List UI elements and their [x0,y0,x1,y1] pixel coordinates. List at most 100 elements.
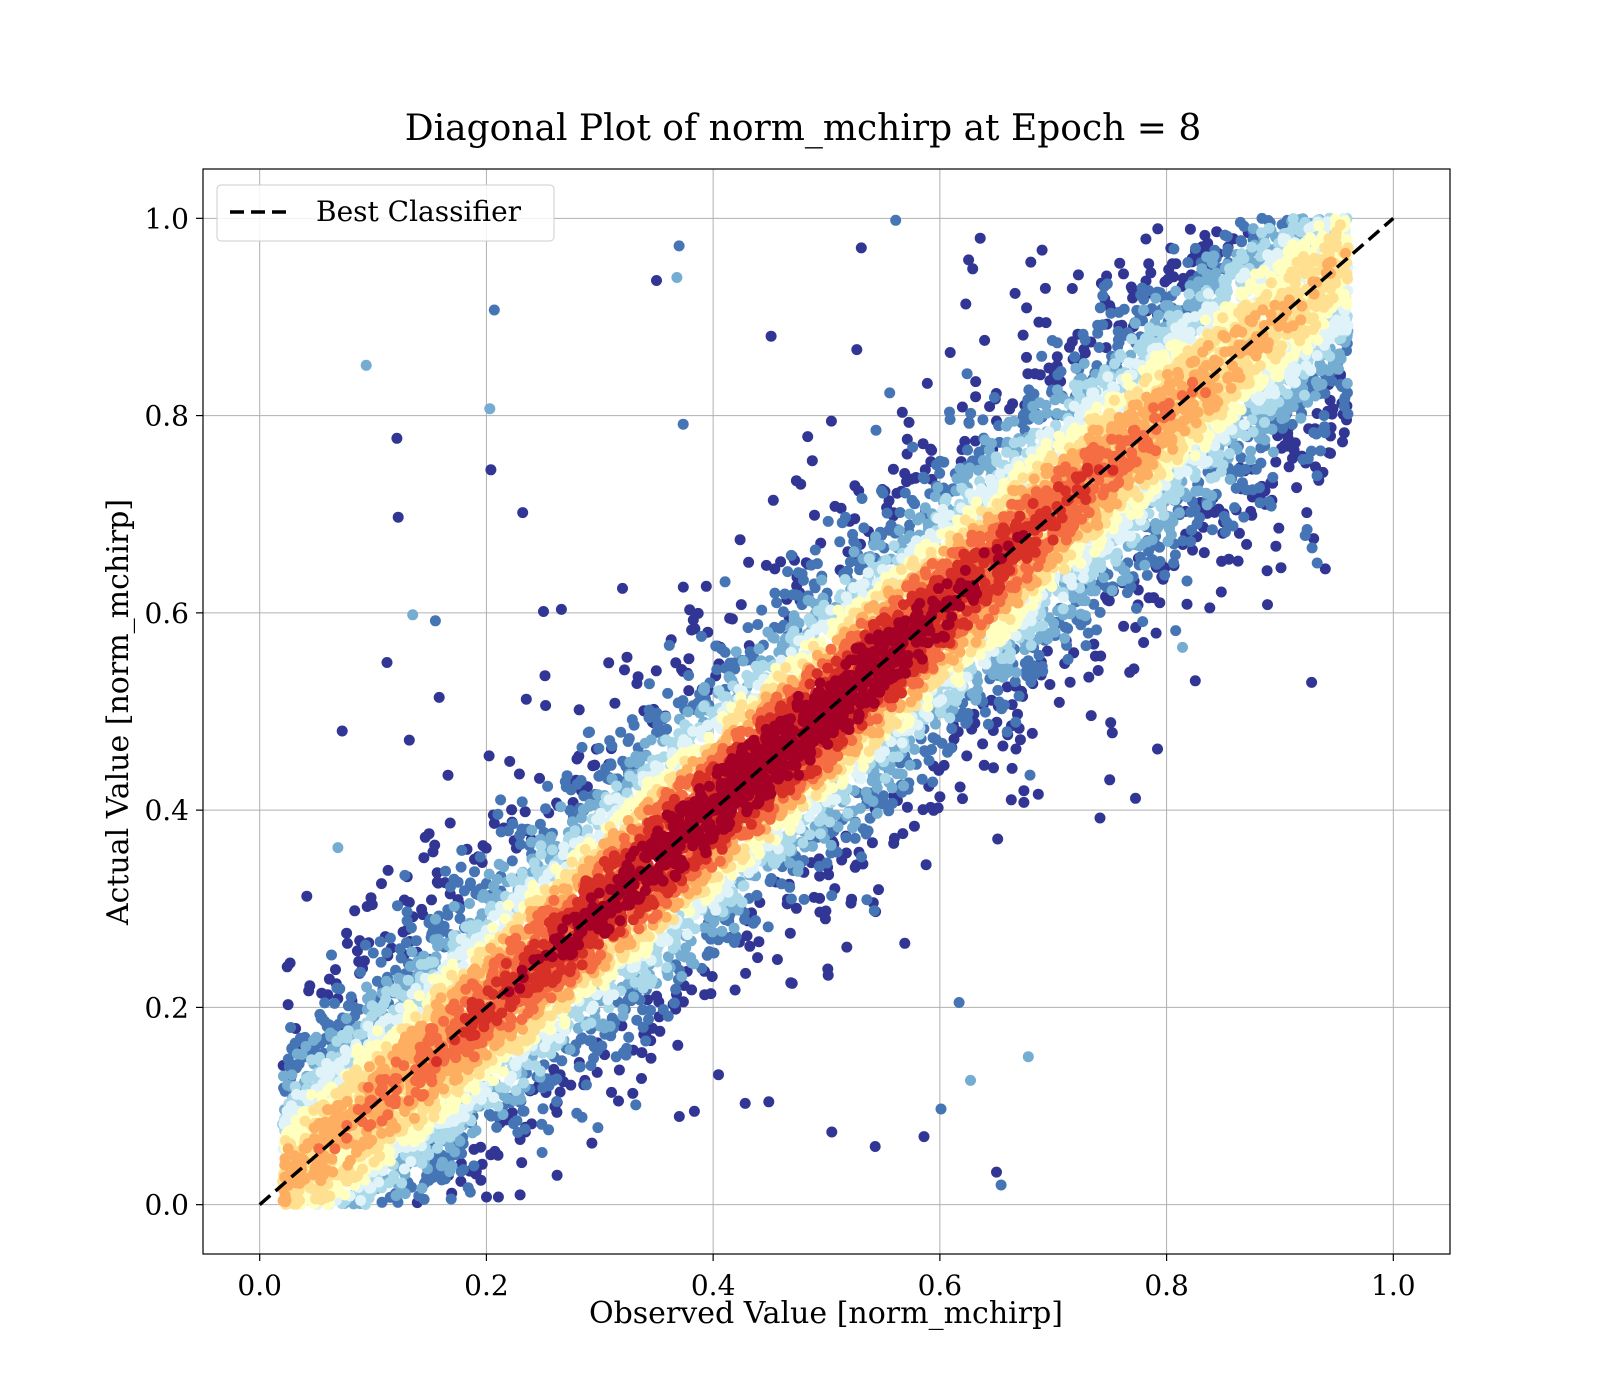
scatter-point [331,982,343,994]
scatter-point [663,639,675,651]
scatter-point [963,417,975,429]
scatter-point [740,967,752,979]
scatter-point [1204,602,1216,614]
scatter-point [442,1126,454,1138]
scatter-point [381,947,393,959]
scatter-point [816,574,828,586]
scatter-point [449,1146,461,1158]
scatter-point [713,1069,724,1081]
scatter-point [817,813,829,825]
scatter-point [1306,676,1318,688]
scatter-point [904,759,916,771]
scatter-point [803,811,815,823]
scatter-point [375,956,387,968]
scatter-point [697,683,709,695]
scatter-point [526,824,538,836]
scatter-point [792,865,804,877]
scatter-point [1144,322,1155,334]
scatter-point [1079,610,1091,622]
scatter-point [670,983,682,995]
scatter-point [576,1111,588,1123]
scatter-point [361,981,373,993]
scatter-point [432,1142,443,1154]
scatter-point [401,906,413,918]
scatter-point [1186,524,1197,536]
scatter-point [1240,463,1252,475]
scatter-point [1337,436,1348,448]
scatter-point [1138,637,1150,648]
scatter-point [673,240,685,252]
scatter-point [903,416,915,428]
scatter-point [1064,341,1075,353]
scatter-point [1005,794,1017,806]
scatter-point [927,732,939,744]
scatter-point [809,509,820,521]
scatter-point [291,1059,303,1071]
scatter-point [573,704,585,716]
scatter-point [711,664,723,676]
scatter-point [464,898,475,909]
scatter-point [1040,317,1052,329]
scatter-point [1118,620,1130,632]
scatter-point [826,890,838,902]
scatter-point [908,820,920,832]
scatter-point [771,597,783,609]
scatter-point [430,913,441,925]
scatter-point [977,414,989,426]
scatter-point [613,1095,624,1107]
scatter-point [1219,526,1231,538]
scatter-point [1241,538,1253,550]
scatter-point [979,706,991,718]
scatter-point [888,540,900,552]
scatter-point [785,977,797,989]
scatter-point [399,869,411,881]
scatter-point [1125,281,1137,293]
scatter-point [360,359,372,371]
scatter-point [1143,258,1155,270]
scatter-point [972,464,984,476]
scatter-point [1218,274,1230,286]
scatter-point [474,851,486,863]
scatter-point [392,511,404,523]
scatter-point [1227,520,1239,532]
scatter-point [592,1122,604,1134]
scatter-point [804,829,816,841]
scatter-point [637,1004,649,1016]
scatter-point [1310,461,1321,473]
scatter-point [849,832,861,844]
scatter-point [931,459,942,471]
scatter-point [849,513,861,525]
scatter-point [776,878,788,890]
scatter-point [984,401,996,412]
scatter-point [700,580,712,592]
scatter-point [724,612,736,624]
scatter-point [879,772,891,784]
scatter-point [988,392,1000,403]
scatter-point [825,415,837,427]
scatter-point [365,892,377,904]
scatter-point [1316,425,1328,437]
scatter-point [1010,743,1022,755]
scatter-point [1154,597,1166,609]
scatter-point [516,1157,528,1169]
scatter-point [390,1190,402,1202]
scatter-point [1286,418,1298,430]
scatter-point [991,1166,1002,1178]
scatter-point [927,776,939,788]
scatter-point [495,794,507,806]
scatter-point [840,591,852,603]
scatter-point [394,988,406,1000]
scatter-point [1095,650,1107,662]
scatter-point [436,1174,448,1186]
scatter-point [1015,436,1027,448]
scatter-point [341,937,353,949]
scatter-point [506,855,518,867]
scatter-point [894,507,906,518]
scatter-point [970,391,982,403]
scatter-point [1232,555,1244,567]
scatter-point [705,988,717,1000]
scatter-point [418,852,430,864]
scatter-point [530,864,542,876]
scatter-point [488,304,500,316]
scatter-point [936,511,948,523]
